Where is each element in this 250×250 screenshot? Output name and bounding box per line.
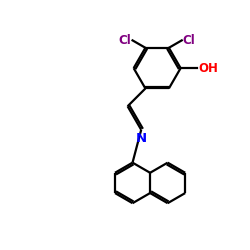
Text: Cl: Cl (183, 34, 196, 47)
Text: OH: OH (198, 62, 218, 75)
Text: N: N (136, 132, 147, 145)
Text: Cl: Cl (119, 34, 132, 47)
